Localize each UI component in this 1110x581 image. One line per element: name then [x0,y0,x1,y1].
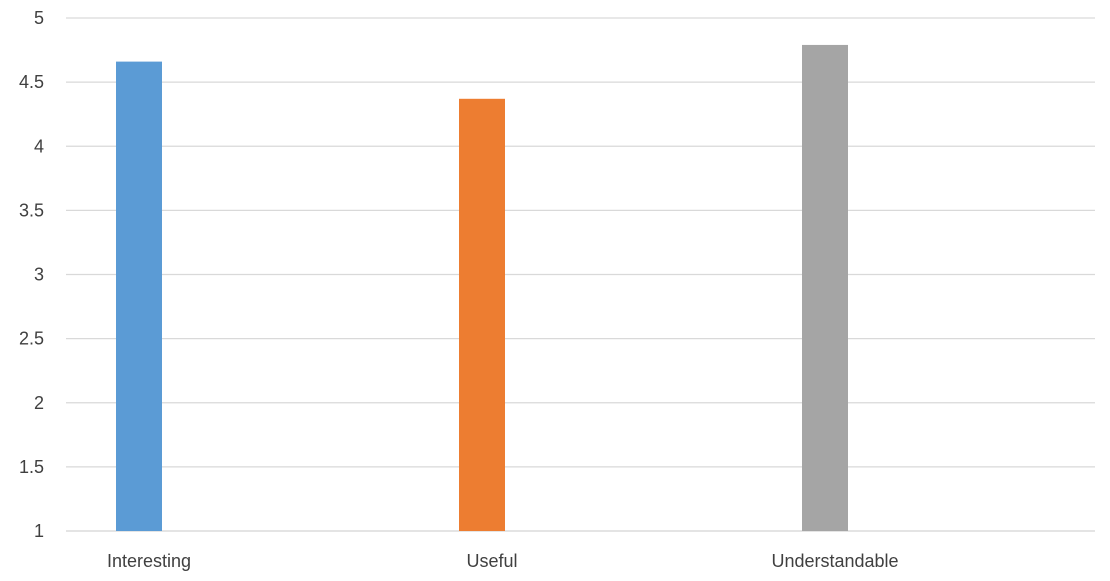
gridlines [66,17,1095,532]
y-tick-label: 5 [34,8,44,28]
x-tick-label: Useful [466,551,517,571]
y-tick-label: 1.5 [19,457,44,477]
y-axis-ticks: 1 1.5 2 2.5 3 3.5 4 4.5 5 [19,8,44,541]
bar-interesting [116,61,162,531]
y-tick-label: 1 [34,521,44,541]
x-tick-label: Understandable [771,551,898,571]
x-axis-ticks: Interesting Useful Understandable [107,551,899,571]
bars [116,44,848,532]
y-tick-label: 3 [34,265,44,285]
bar-understandable [802,44,848,532]
y-tick-label: 3.5 [19,200,44,220]
y-tick-label: 4.5 [19,72,44,92]
bar-useful [459,98,505,532]
x-tick-label: Interesting [107,551,191,571]
y-tick-label: 4 [34,136,44,156]
y-tick-label: 2.5 [19,329,44,349]
y-tick-label: 2 [34,393,44,413]
